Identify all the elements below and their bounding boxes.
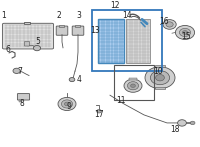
Circle shape <box>61 100 73 108</box>
Text: 7: 7 <box>18 67 22 76</box>
Text: 16: 16 <box>159 17 169 26</box>
Bar <box>59 25 64 27</box>
FancyBboxPatch shape <box>2 23 54 49</box>
Text: 9: 9 <box>67 102 71 111</box>
Text: 15: 15 <box>181 32 191 41</box>
Text: 12: 12 <box>110 1 120 10</box>
Bar <box>129 78 137 80</box>
Bar <box>92 10 162 71</box>
Circle shape <box>150 71 170 85</box>
Text: 14: 14 <box>122 11 132 20</box>
Text: 13: 13 <box>90 26 100 35</box>
Circle shape <box>178 120 186 126</box>
Circle shape <box>166 22 173 27</box>
Text: 2: 2 <box>57 11 61 20</box>
Bar <box>155 65 165 67</box>
Circle shape <box>64 102 70 106</box>
Circle shape <box>97 110 101 113</box>
Circle shape <box>190 121 195 125</box>
Text: 4: 4 <box>77 75 81 84</box>
FancyBboxPatch shape <box>72 26 84 35</box>
Bar <box>24 22 30 24</box>
Bar <box>155 87 165 89</box>
Circle shape <box>33 45 41 51</box>
Circle shape <box>179 28 191 37</box>
Bar <box>126 19 150 63</box>
Circle shape <box>131 84 135 87</box>
Text: 3: 3 <box>77 11 81 20</box>
Circle shape <box>182 31 188 34</box>
Circle shape <box>69 78 75 82</box>
Bar <box>75 25 80 27</box>
Text: 6: 6 <box>6 45 10 54</box>
Text: 8: 8 <box>20 99 24 108</box>
Text: 5: 5 <box>36 37 40 46</box>
Circle shape <box>13 68 20 74</box>
Circle shape <box>156 75 164 81</box>
FancyBboxPatch shape <box>24 41 30 46</box>
FancyBboxPatch shape <box>17 94 30 100</box>
Circle shape <box>127 82 139 90</box>
Bar <box>114 65 154 100</box>
Circle shape <box>175 25 195 40</box>
FancyBboxPatch shape <box>56 26 68 35</box>
Text: 10: 10 <box>153 67 163 76</box>
Circle shape <box>145 67 175 89</box>
Text: 17: 17 <box>94 110 104 119</box>
Text: 1: 1 <box>2 11 6 20</box>
Text: 18: 18 <box>170 125 180 134</box>
Circle shape <box>124 79 142 92</box>
Circle shape <box>58 97 76 111</box>
Text: 11: 11 <box>116 96 126 105</box>
Bar <box>98 19 124 63</box>
Bar <box>19 100 22 102</box>
Circle shape <box>163 20 176 29</box>
